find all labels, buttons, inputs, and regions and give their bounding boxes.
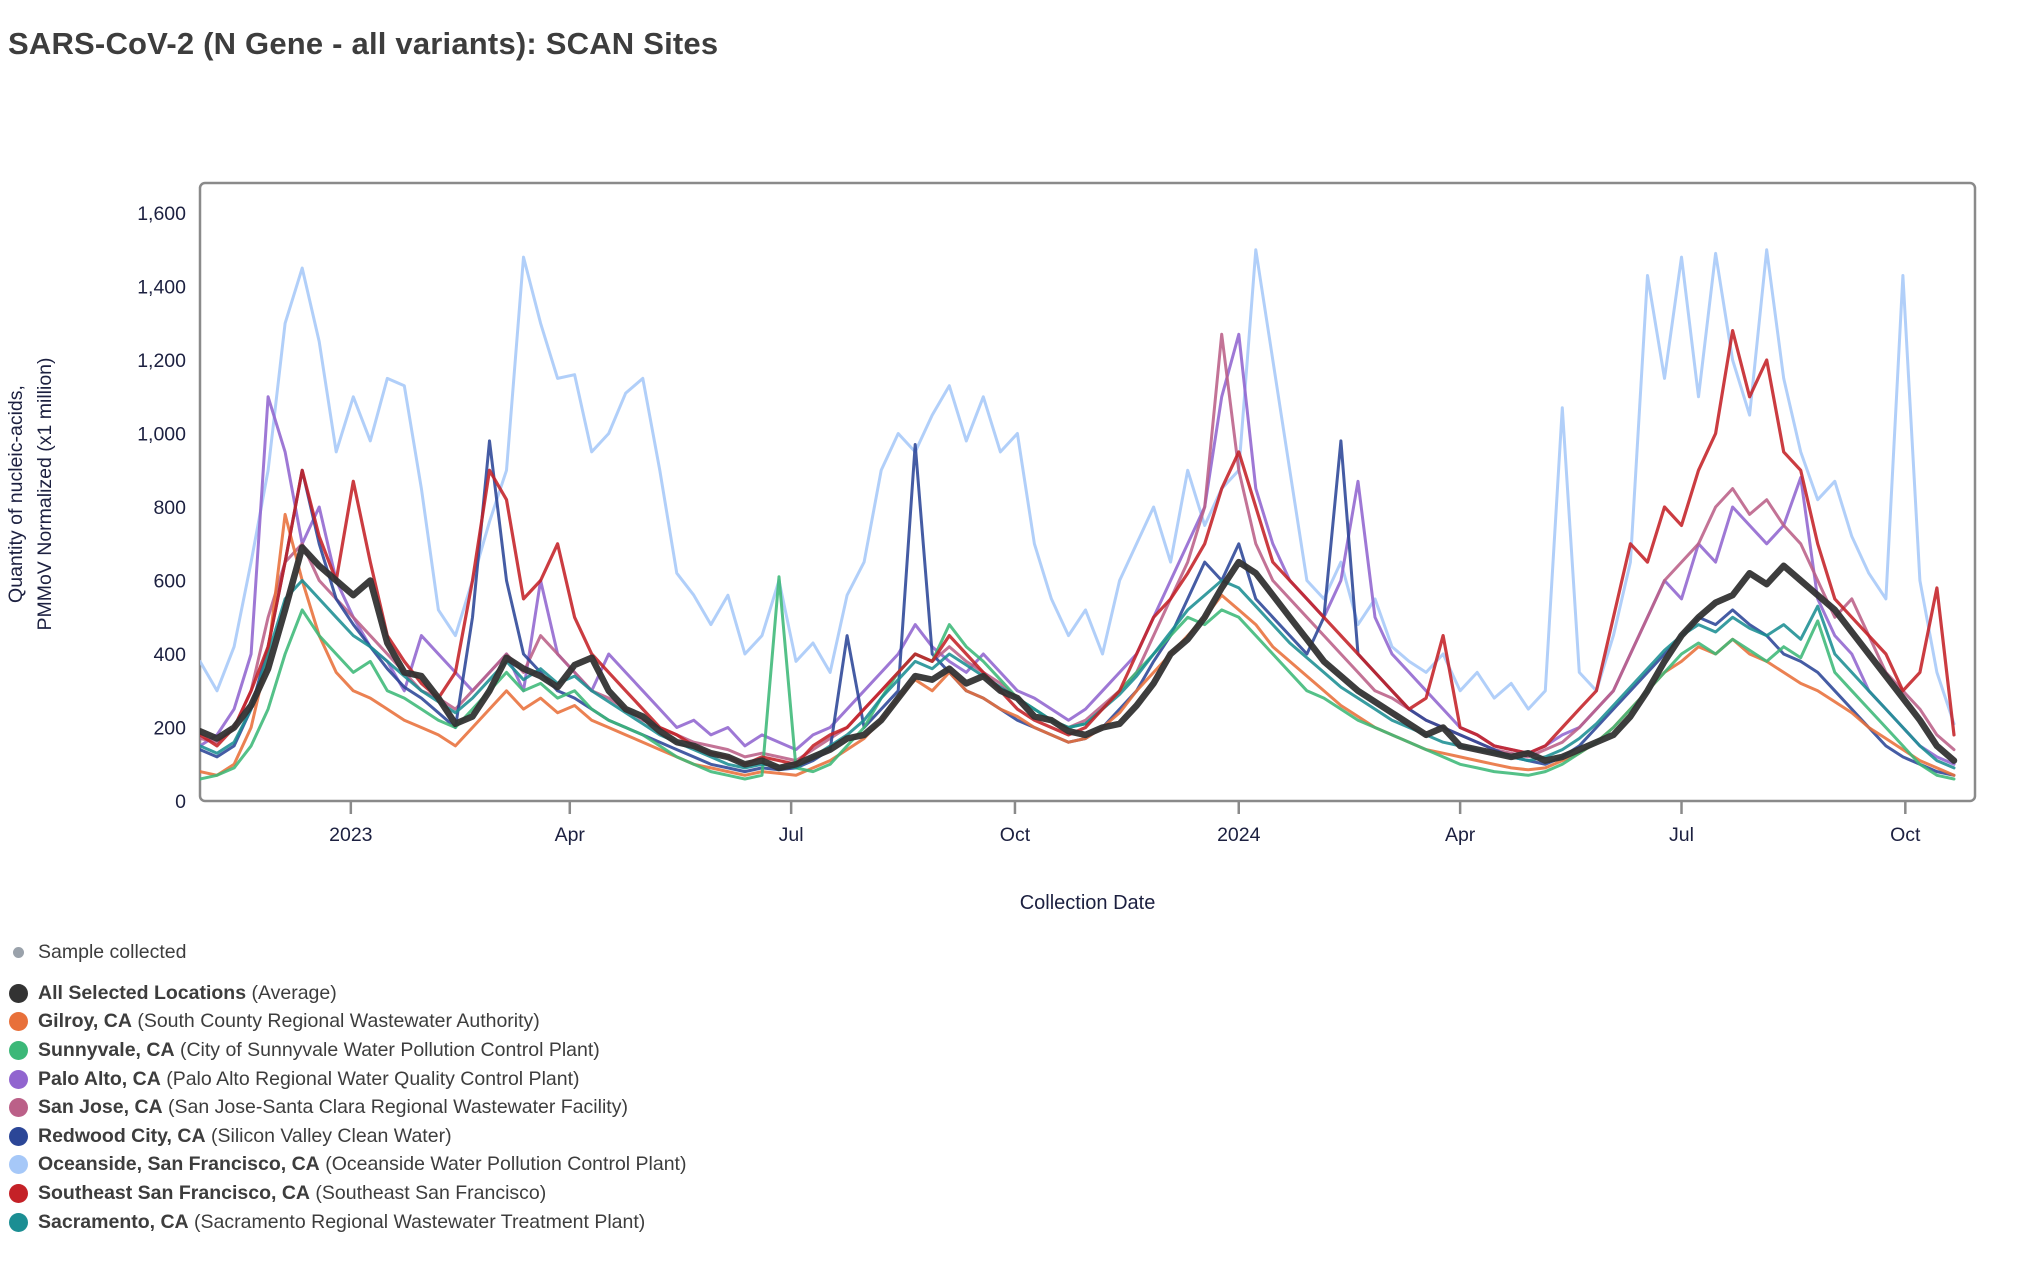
x-tick-label: Apr — [1445, 824, 1476, 846]
series-line-sacramento-ca[interactable] — [200, 579, 1956, 770]
legend-dot-icon-southeast-san-francisco-ca — [9, 1183, 28, 1203]
y-tick-label: 600 — [153, 571, 186, 593]
legend-row-palo-alto-ca[interactable]: Palo Alto, CA (Palo Alto Regional Water … — [8, 1065, 686, 1094]
legend-label-oceanside-san-francisco-ca: Oceanside, San Francisco, CA (Oceanside … — [38, 1153, 687, 1176]
legend-row-san-jose-ca[interactable]: San Jose, CA (San Jose-Santa Clara Regio… — [8, 1093, 686, 1122]
y-tick-label: 1,600 — [137, 203, 186, 225]
x-tick-label: 2023 — [329, 824, 372, 846]
series-line-san-jose-ca[interactable] — [200, 332, 1956, 763]
legend-row-sacramento-ca[interactable]: Sacramento, CA (Sacramento Regional Wast… — [8, 1208, 686, 1237]
page-title: SARS-CoV-2 (N Gene - all variants): SCAN… — [8, 26, 719, 61]
legend-row-southeast-san-francisco-ca[interactable]: Southeast San Francisco, CA (Southeast S… — [8, 1179, 686, 1208]
y-axis-title: Quantity of nucleic-acids, PMMoV Normali… — [2, 202, 62, 786]
legend-row-redwood-city-ca[interactable]: Redwood City, CA (Silicon Valley Clean W… — [8, 1122, 686, 1151]
x-tick-label: Apr — [555, 824, 586, 846]
legend-label-palo-alto-ca: Palo Alto, CA (Palo Alto Regional Water … — [38, 1067, 580, 1090]
y-tick-label: 400 — [153, 644, 186, 666]
y-tick-label: 200 — [153, 718, 186, 740]
legend-dot-icon-gilroy-ca — [9, 1012, 28, 1032]
y-tick-label: 800 — [153, 497, 186, 519]
legend-label-san-jose-ca: San Jose, CA (San Jose-Santa Clara Regio… — [38, 1096, 628, 1119]
legend-label-redwood-city-ca: Redwood City, CA (Silicon Valley Clean W… — [38, 1124, 452, 1147]
y-tick-label: 0 — [175, 791, 186, 813]
legend-dot-icon-oceanside-san-francisco-ca — [9, 1155, 28, 1175]
legend-row-sample-collected[interactable]: Sample collected — [8, 940, 686, 964]
x-tick-label: Oct — [1000, 824, 1031, 846]
x-tick-label: Jul — [779, 824, 804, 846]
legend-series-rows: All Selected Locations (Average) Gilroy, … — [8, 979, 686, 1236]
y-tick-label: 1,400 — [137, 277, 186, 299]
chart-legend: Sample collected All Selected Locations … — [8, 940, 686, 1236]
y-tick-label: 1,000 — [137, 424, 186, 446]
x-tick-label: Oct — [1890, 824, 1921, 846]
legend-label-southeast-san-francisco-ca: Southeast San Francisco, CA (Southeast S… — [38, 1181, 547, 1204]
legend-sample-label: Sample collected — [38, 940, 187, 963]
legend-dot-icon-all-selected-locations — [9, 983, 28, 1003]
y-axis-title-line2: PMMoV Normalized (x1 million) — [34, 357, 56, 631]
legend-dot-icon-sacramento-ca — [9, 1212, 28, 1232]
x-axis-title: Collection Date — [1019, 892, 1156, 914]
sample-collected-dot-icon — [13, 946, 24, 958]
legend-row-gilroy-ca[interactable]: Gilroy, CA (South County Regional Wastew… — [8, 1008, 686, 1037]
x-tick-label: Jul — [1669, 824, 1694, 846]
legend-label-all-selected-locations: All Selected Locations (Average) — [38, 981, 337, 1004]
legend-label-sacramento-ca: Sacramento, CA (Sacramento Regional Wast… — [38, 1210, 646, 1233]
legend-dot-icon-sunnyvale-ca — [9, 1040, 28, 1060]
y-tick-label: 1,200 — [137, 350, 186, 372]
legend-label-sunnyvale-ca: Sunnyvale, CA (City of Sunnyvale Water P… — [38, 1038, 600, 1061]
series-line-all-selected-locations[interactable] — [200, 544, 1958, 772]
x-tick-label: 2024 — [1217, 824, 1261, 846]
legend-row-all-selected-locations[interactable]: All Selected Locations (Average) — [8, 979, 686, 1008]
legend-dot-icon-palo-alto-ca — [9, 1069, 28, 1089]
legend-label-gilroy-ca: Gilroy, CA (South County Regional Wastew… — [38, 1010, 540, 1033]
plot-border — [198, 181, 1977, 803]
legend-dot-icon-san-jose-ca — [9, 1098, 28, 1118]
legend-dot-icon-redwood-city-ca — [9, 1126, 28, 1146]
series-line-oceanside-san-francisco-ca[interactable] — [200, 248, 1956, 726]
legend-row-oceanside-san-francisco-ca[interactable]: Oceanside, San Francisco, CA (Oceanside … — [8, 1151, 686, 1180]
legend-row-sunnyvale-ca[interactable]: Sunnyvale, CA (City of Sunnyvale Water P… — [8, 1036, 686, 1065]
y-axis-title-line1: Quantity of nucleic-acids, — [5, 385, 27, 603]
